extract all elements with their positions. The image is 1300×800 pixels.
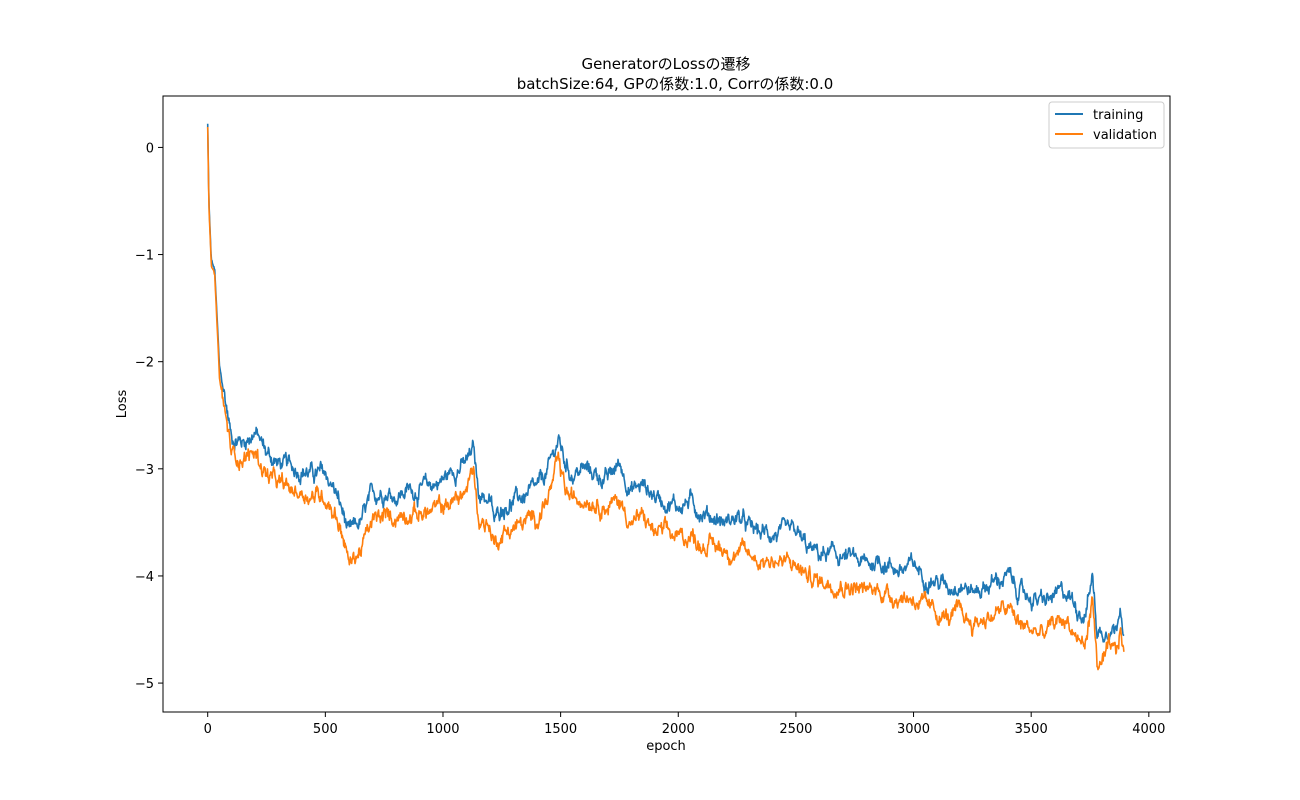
legend: training validation bbox=[1048, 101, 1165, 149]
series-layer bbox=[206, 123, 1125, 671]
x-tick-label: 0 bbox=[204, 722, 212, 737]
x-tick-label: 2500 bbox=[779, 722, 812, 737]
x-tick-label: 1500 bbox=[544, 722, 577, 737]
x-axis-ticks: 0 500 1000 1500 2000 2500 3000 3500 4000 bbox=[204, 712, 1165, 737]
y-axis-ticks: 0 −1 −2 −3 −4 −5 bbox=[135, 141, 163, 692]
x-tick-label: 3500 bbox=[1015, 722, 1048, 737]
y-tick-label: −1 bbox=[135, 249, 154, 264]
x-tick-label: 1000 bbox=[426, 722, 459, 737]
y-tick-label: 0 bbox=[146, 141, 154, 156]
axes-frame bbox=[162, 95, 1171, 713]
x-tick-label: 4000 bbox=[1132, 722, 1165, 737]
chart-title: GeneratorのLossの遷移 bbox=[581, 55, 750, 73]
y-axis-label: Loss bbox=[115, 390, 130, 419]
x-tick-label: 500 bbox=[313, 722, 338, 737]
x-tick-label: 3000 bbox=[897, 722, 930, 737]
y-tick-label: −3 bbox=[135, 463, 154, 478]
series-line-training bbox=[206, 123, 1125, 643]
y-tick-label: −4 bbox=[135, 570, 154, 585]
series-line-validation bbox=[206, 126, 1125, 671]
x-axis-label: epoch bbox=[646, 739, 686, 754]
y-tick-label: −2 bbox=[135, 356, 154, 371]
x-tick-label: 2000 bbox=[662, 722, 695, 737]
legend-label-training: training bbox=[1093, 108, 1143, 123]
legend-label-validation: validation bbox=[1093, 128, 1157, 143]
y-tick-label: −5 bbox=[135, 677, 154, 692]
chart-subtitle: batchSize:64, GPの係数:1.0, Corrの係数:0.0 bbox=[517, 75, 834, 93]
plot-area bbox=[162, 95, 1171, 713]
